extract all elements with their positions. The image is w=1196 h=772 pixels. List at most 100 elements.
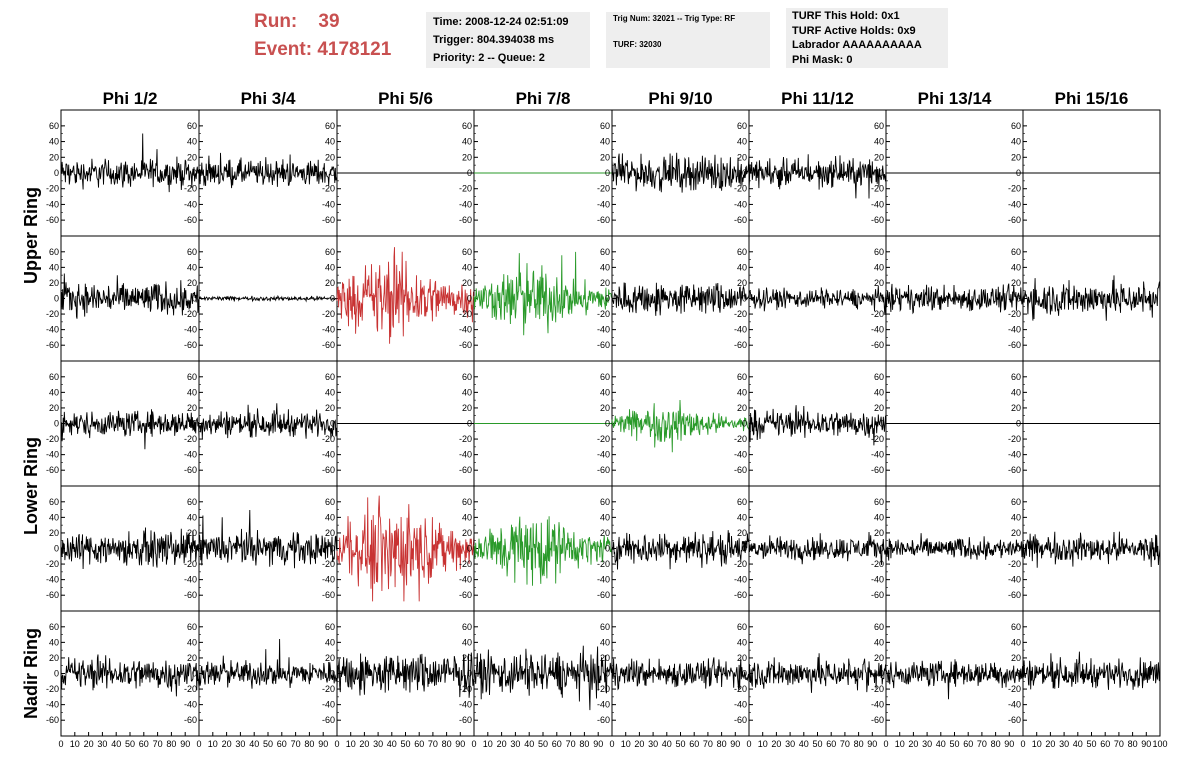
y-tick-label: 20 — [1011, 528, 1021, 538]
waveform-trace — [473, 645, 613, 711]
x-tick-label: 80 — [854, 739, 864, 749]
waveform-trace — [60, 527, 200, 570]
y-tick-label: -60 — [1008, 215, 1021, 225]
y-tick-label: 40 — [1011, 512, 1021, 522]
x-tick-label: 0 — [58, 739, 63, 749]
y-tick-label: -20 — [46, 559, 59, 569]
waveform-trace — [198, 152, 338, 189]
y-tick-label: -40 — [459, 199, 472, 209]
y-tick-label: 60 — [874, 121, 884, 131]
x-tick-label: 30 — [373, 739, 383, 749]
y-tick-label: 20 — [874, 278, 884, 288]
phi-mask-text: Phi Mask: 0 — [792, 53, 853, 66]
y-tick-label: -40 — [734, 450, 747, 460]
waveform-trace — [60, 409, 200, 450]
y-tick-label: 60 — [49, 622, 59, 632]
y-tick-label: -20 — [184, 559, 197, 569]
y-tick-label: 60 — [462, 121, 472, 131]
y-tick-label: 40 — [325, 637, 335, 647]
x-tick-label: 50 — [400, 739, 410, 749]
x-tick-label: 90 — [180, 739, 190, 749]
y-tick-label: -40 — [871, 450, 884, 460]
y-tick-label: 60 — [462, 622, 472, 632]
column-title: Phi 11/12 — [781, 89, 854, 108]
waveform-trace — [198, 294, 338, 303]
y-tick-label: 20 — [325, 528, 335, 538]
y-tick-label: 0 — [742, 419, 747, 429]
y-tick-label: -40 — [597, 700, 610, 710]
y-tick-label: -60 — [597, 215, 610, 225]
y-tick-label: 40 — [737, 262, 747, 272]
y-tick-label: 60 — [600, 622, 610, 632]
y-tick-label: 0 — [879, 669, 884, 679]
y-tick-label: 60 — [462, 372, 472, 382]
y-tick-label: 60 — [874, 497, 884, 507]
waveform-trace — [1022, 651, 1161, 690]
y-tick-label: -60 — [46, 465, 59, 475]
x-tick-label: 0 — [746, 739, 751, 749]
y-tick-label: -40 — [46, 450, 59, 460]
y-tick-label: 0 — [879, 419, 884, 429]
x-tick-label: 70 — [1114, 739, 1124, 749]
x-tick-label: 60 — [826, 739, 836, 749]
y-tick-label: 40 — [49, 262, 59, 272]
y-tick-label: 20 — [874, 653, 884, 663]
x-tick-label: 70 — [428, 739, 438, 749]
y-tick-label: -60 — [871, 215, 884, 225]
y-tick-label: -40 — [597, 450, 610, 460]
waveform-trace — [611, 399, 750, 453]
y-tick-label: 0 — [54, 419, 59, 429]
y-tick-label: 0 — [467, 544, 472, 554]
ring-label: Lower Ring — [21, 437, 41, 535]
y-tick-label: -60 — [46, 340, 59, 350]
y-tick-label: 40 — [1011, 637, 1021, 647]
y-tick-label: 0 — [1016, 168, 1021, 178]
y-tick-label: 60 — [600, 372, 610, 382]
x-tick-label: 90 — [867, 739, 877, 749]
y-tick-label: 20 — [462, 152, 472, 162]
y-tick-label: -20 — [597, 559, 610, 569]
y-tick-label: -20 — [322, 184, 335, 194]
y-tick-label: 40 — [600, 262, 610, 272]
y-tick-label: -20 — [734, 434, 747, 444]
x-tick-label: 0 — [1020, 739, 1025, 749]
y-tick-label: 20 — [187, 528, 197, 538]
y-tick-label: -60 — [734, 340, 747, 350]
x-tick-label: 30 — [648, 739, 658, 749]
y-tick-label: 40 — [325, 387, 335, 397]
y-tick-label: -60 — [871, 340, 884, 350]
y-tick-label: -60 — [1008, 715, 1021, 725]
y-tick-label: -20 — [322, 559, 335, 569]
x-tick-label: 90 — [318, 739, 328, 749]
x-tick-label: 40 — [1073, 739, 1083, 749]
y-tick-label: -40 — [322, 199, 335, 209]
x-tick-label: 90 — [593, 739, 603, 749]
y-tick-label: -20 — [459, 684, 472, 694]
y-tick-label: 0 — [54, 669, 59, 679]
x-tick-label: 0 — [609, 739, 614, 749]
x-tick-label: 40 — [387, 739, 397, 749]
waveform-trace — [885, 659, 1024, 700]
x-tick-label: 80 — [717, 739, 727, 749]
y-tick-label: 20 — [462, 403, 472, 413]
y-tick-label: 40 — [737, 637, 747, 647]
y-tick-label: -60 — [871, 465, 884, 475]
x-tick-label: 80 — [579, 739, 589, 749]
y-tick-label: 0 — [879, 168, 884, 178]
y-tick-label: -20 — [322, 684, 335, 694]
y-tick-label: -60 — [734, 715, 747, 725]
y-tick-label: -60 — [871, 590, 884, 600]
y-tick-label: 0 — [742, 294, 747, 304]
x-tick-label: 20 — [222, 739, 232, 749]
x-tick-label: 80 — [1128, 739, 1138, 749]
y-tick-label: -40 — [871, 700, 884, 710]
y-tick-label: 40 — [874, 512, 884, 522]
y-tick-label: 20 — [187, 278, 197, 288]
x-tick-label: 40 — [799, 739, 809, 749]
waveform-trace — [885, 533, 1024, 561]
y-tick-label: -40 — [597, 199, 610, 209]
y-tick-label: 20 — [462, 278, 472, 288]
x-tick-label: 10 — [208, 739, 218, 749]
waveform-trace — [198, 509, 338, 569]
y-tick-label: -60 — [322, 465, 335, 475]
